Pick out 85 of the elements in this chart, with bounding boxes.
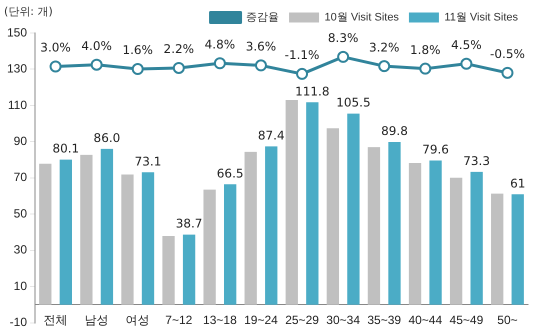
bar xyxy=(388,142,401,305)
data-label: 79.6 xyxy=(422,142,449,157)
bar xyxy=(60,160,72,305)
legend-label: 증감율 xyxy=(246,12,280,24)
data-label: 3.2% xyxy=(368,40,400,54)
point xyxy=(214,57,226,70)
data-label: 87.4 xyxy=(258,128,285,143)
data-label: 4.0% xyxy=(81,38,112,53)
bar xyxy=(182,234,196,305)
data-label: 38.7 xyxy=(176,216,202,231)
x-tick-label: 남성 xyxy=(84,313,109,328)
x-tick-label: 19~24 xyxy=(244,313,278,328)
bar xyxy=(450,178,462,305)
x-tick-label: 30~34 xyxy=(326,313,360,328)
x-tick-label: 45~49 xyxy=(450,313,484,328)
y-tick-label: 50 xyxy=(14,206,28,220)
x-tick-label: 7~12 xyxy=(165,313,193,328)
data-label: -1.1% xyxy=(284,48,320,62)
y-tick-label: -10 xyxy=(10,315,28,330)
bar xyxy=(265,146,278,305)
x-tick-label: 전체 xyxy=(44,313,68,328)
data-label: 8.3% xyxy=(328,31,358,46)
point xyxy=(132,63,144,76)
point xyxy=(296,68,308,80)
x-tick-label: 50~ xyxy=(497,313,518,328)
point xyxy=(460,58,472,70)
point xyxy=(90,58,103,71)
bar xyxy=(408,163,422,305)
x-tick-label: 여성 xyxy=(126,313,150,328)
legend-label: 11월 Visit Sites xyxy=(444,12,518,24)
x-tick-label: 25~29 xyxy=(285,313,320,328)
data-label: 3.0% xyxy=(40,40,71,55)
data-label: 80.1 xyxy=(52,142,80,156)
bar xyxy=(244,152,257,305)
bar xyxy=(429,160,442,305)
y-tick-label: 110 xyxy=(8,98,28,112)
data-label: 111.8 xyxy=(295,84,330,98)
bar xyxy=(121,174,134,305)
y-tick-label: 10 xyxy=(14,278,28,293)
data-label: -0.5% xyxy=(490,46,525,61)
bar xyxy=(470,172,483,305)
data-label: 3.6% xyxy=(246,40,276,54)
bar xyxy=(326,128,340,305)
point xyxy=(378,60,390,72)
x-tick-label: 40~44 xyxy=(408,313,442,328)
data-label: 2.2% xyxy=(164,42,194,56)
point xyxy=(419,62,432,75)
data-label: 66.5 xyxy=(216,166,244,180)
bar xyxy=(142,172,154,305)
data-label: 89.8 xyxy=(381,124,408,138)
bar xyxy=(224,184,236,305)
x-tick-label: 13~18 xyxy=(203,313,238,328)
data-label: 105.5 xyxy=(336,96,371,110)
x-tick-label: 35~39 xyxy=(367,313,402,328)
y-tick-label: 130 xyxy=(6,62,28,76)
y-tick-label: 30 xyxy=(14,242,28,257)
bar xyxy=(286,100,298,305)
point xyxy=(50,60,62,73)
y-tick-label: 150 xyxy=(6,25,28,40)
bar xyxy=(100,148,114,305)
bar xyxy=(80,154,93,305)
data-label: 86.0 xyxy=(94,131,120,146)
data-label: 1.6% xyxy=(122,43,153,58)
legend-label: 10월 Visit Sites xyxy=(324,12,400,24)
bar xyxy=(203,190,216,305)
point xyxy=(501,66,514,79)
y-tick-label: 70 xyxy=(14,170,28,184)
bar xyxy=(491,194,504,305)
point xyxy=(337,50,350,63)
bar xyxy=(512,194,524,305)
bar xyxy=(347,114,360,305)
data-label: 61 xyxy=(510,176,526,190)
bar xyxy=(39,164,52,305)
bar xyxy=(368,147,380,305)
bar xyxy=(306,102,318,305)
data-label: 73.3 xyxy=(463,154,490,168)
data-label: 4.8% xyxy=(204,37,236,52)
point xyxy=(172,62,185,74)
point xyxy=(254,59,267,72)
y-tick-label: 90 xyxy=(14,134,28,148)
data-label: 73.1 xyxy=(134,154,162,168)
data-label: 1.8% xyxy=(410,42,441,57)
data-label: 4.5% xyxy=(451,38,482,52)
text: (단위: 개) xyxy=(4,4,53,19)
bar xyxy=(162,236,175,305)
